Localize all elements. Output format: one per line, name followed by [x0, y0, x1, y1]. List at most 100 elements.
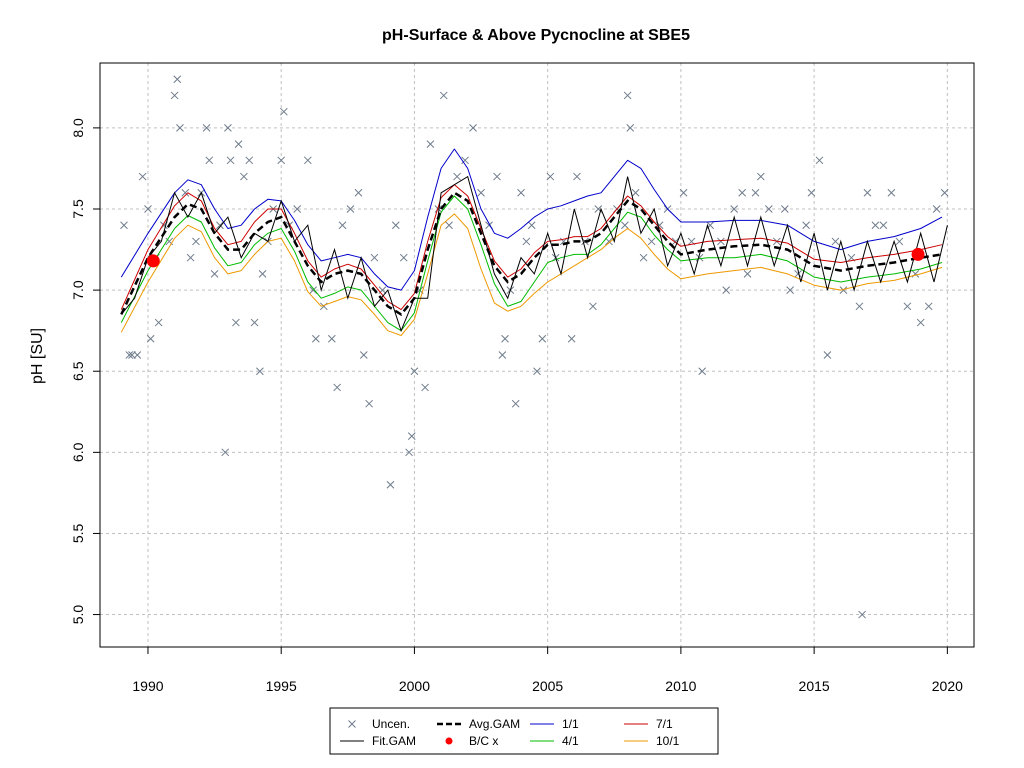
uncen-point [802, 221, 810, 230]
uncen-point [338, 221, 347, 230]
fit-gam-line [120, 175, 948, 333]
uncen-point [453, 172, 461, 181]
uncen-point [309, 286, 318, 294]
legend-label-s-4-1: 4/1 [562, 734, 579, 748]
uncen-point [717, 237, 725, 246]
curve-s-7-1 [120, 184, 943, 311]
fit-gam-layer [120, 175, 948, 333]
y-tick-label: 5.0 [70, 605, 86, 625]
uncen-point [924, 302, 933, 311]
legend-label-s-7-1: 7/1 [656, 717, 673, 731]
uncen-point [311, 334, 320, 343]
legend-label-s-1-1: 1/1 [562, 717, 579, 731]
uncen-point [751, 188, 760, 197]
uncen-point [647, 237, 656, 246]
uncen-point [573, 172, 581, 181]
x-tick-label: 2000 [399, 678, 430, 694]
uncen-point [439, 91, 448, 100]
uncen-point [202, 124, 211, 132]
uncen-point [623, 91, 632, 100]
uncen-point [303, 156, 312, 165]
bc-points [146, 247, 925, 268]
x-tick-label: 1995 [266, 678, 297, 694]
x-tick-label: 2020 [932, 678, 963, 694]
uncen-point [192, 237, 200, 246]
uncen-point [605, 237, 613, 246]
uncen-point [839, 286, 848, 294]
uncen-point [764, 205, 773, 213]
uncen-point [911, 270, 920, 278]
curve-s-4-1 [120, 195, 943, 332]
uncen-point [695, 253, 704, 262]
legend-label-avg-gam: Avg.GAM [469, 717, 520, 731]
x-tick-label: 2015 [799, 678, 830, 694]
uncen-point [815, 156, 824, 165]
uncen-point [527, 221, 536, 230]
legend: Uncen. Avg.GAM 1/1 7/1 Fit.GAM B/C x 4/1 10/1 [329, 707, 719, 755]
uncen-point [426, 140, 435, 148]
uncen-point [722, 286, 731, 294]
uncen-point [333, 383, 342, 392]
y-tick-label: 5.5 [70, 524, 86, 544]
uncen-point [354, 188, 363, 197]
uncen-point [863, 188, 872, 197]
curve-s-1-1 [120, 148, 943, 291]
uncen-point [226, 156, 235, 165]
uncen-point [250, 318, 259, 327]
uncen-point [234, 140, 243, 148]
uncen-point [120, 221, 128, 230]
legend-label-uncen: Uncen. [372, 717, 410, 731]
bc-point [911, 247, 925, 261]
uncen-point [932, 205, 941, 213]
avg-gam-layer [120, 191, 943, 317]
uncen-point [780, 205, 789, 213]
grid-lines [100, 63, 974, 647]
legend-label-fit-gam: Fit.GAM [372, 734, 416, 748]
uncen-point [621, 221, 629, 230]
uncen-point [221, 448, 230, 457]
uncen-point [461, 156, 469, 165]
uncen-point [224, 124, 232, 132]
legend-symbol-uncen [348, 720, 356, 728]
curve-s-10-1 [120, 213, 943, 336]
y-tick-label: 8.0 [70, 118, 86, 138]
seasonal-curves [120, 148, 943, 336]
uncen-point [405, 448, 413, 457]
x-tick-label: 2010 [665, 678, 696, 694]
uncen-point [639, 253, 648, 262]
uncen-point [434, 205, 443, 213]
x-tick-label: 2005 [532, 678, 563, 694]
uncen-point [186, 253, 195, 262]
uncen-point [445, 221, 453, 230]
uncen-point [567, 334, 576, 343]
uncen-point [386, 480, 395, 489]
y-tick-label: 6.5 [70, 361, 86, 381]
legend-symbol-bc-x [445, 737, 453, 745]
uncen-point [421, 383, 429, 392]
uncen-point [370, 253, 379, 262]
x-axis: 1990 1995 2000 2005 2010 2015 2020 [132, 647, 963, 694]
uncen-point [346, 205, 355, 213]
uncen-point [858, 610, 866, 619]
uncen-point [133, 351, 142, 359]
uncen-point [293, 205, 302, 213]
chart-title: pH-Surface & Above Pycnocline at SBE5 [382, 27, 690, 44]
legend-box [329, 707, 719, 755]
uncen-point [501, 334, 509, 343]
uncen-point [477, 188, 485, 197]
uncen-point [823, 351, 832, 359]
uncen-point [631, 188, 640, 197]
uncen-point [256, 367, 264, 376]
uncen-point [546, 172, 555, 181]
uncen-point [738, 188, 747, 197]
uncen-point [277, 156, 286, 165]
uncen-point [807, 188, 816, 197]
uncen-point [365, 399, 373, 408]
y-tick-label: 7.5 [70, 199, 86, 219]
uncen-point [855, 302, 864, 311]
bc-point [146, 254, 160, 268]
legend-label-bc-x: B/C x [469, 734, 498, 748]
uncen-point [205, 156, 214, 165]
uncen-point [146, 334, 155, 343]
uncen-point [280, 107, 288, 116]
